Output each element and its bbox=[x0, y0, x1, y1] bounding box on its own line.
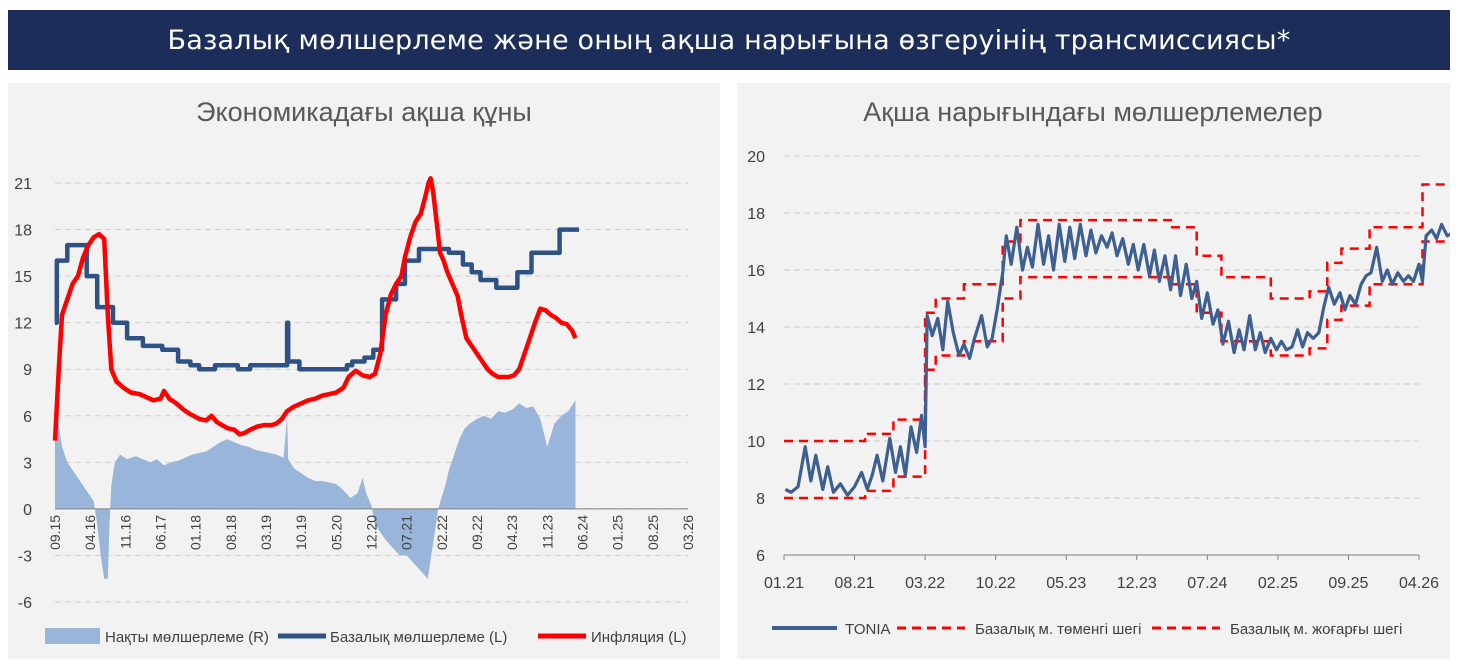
series-policy-rate-line bbox=[54, 227, 579, 372]
y-tick-label: 12 bbox=[747, 377, 765, 394]
y-tick-label: 18 bbox=[14, 223, 32, 240]
y-tick-label: 21 bbox=[14, 176, 32, 193]
y-tick-label: 10 bbox=[747, 434, 765, 451]
y-tick-label: 0 bbox=[23, 502, 32, 519]
y-tick-label: 8 bbox=[756, 491, 765, 508]
y-tick-label: 20 bbox=[747, 149, 765, 166]
page-banner: Базалық мөлшерлеме және оның ақша нарығы… bbox=[8, 10, 1450, 70]
right-chart-panel: Ақша нарығындағы мөлшерлемелер 6 8 10 12 14 1… bbox=[737, 83, 1458, 659]
x-tick-label: 01.18 bbox=[188, 515, 204, 550]
x-tick-label: 07.24 bbox=[1187, 575, 1227, 592]
x-tick-label: 08.18 bbox=[223, 515, 239, 550]
x-tick-label: 07.21 bbox=[399, 515, 415, 550]
y-tick-label: 14 bbox=[747, 320, 765, 337]
x-tick-label: 01.21 bbox=[764, 575, 804, 592]
x-tick-label: 10.22 bbox=[976, 575, 1016, 592]
y-tick-label: 6 bbox=[756, 548, 765, 565]
y-tick-label: 18 bbox=[747, 206, 765, 223]
y-tick-label: 16 bbox=[747, 263, 765, 280]
legend-label-tonia: TONIA bbox=[845, 621, 891, 638]
x-tick-label: 02.25 bbox=[1258, 575, 1298, 592]
legend-swatch-real-rate bbox=[45, 628, 100, 644]
series-tonia-line bbox=[784, 222, 1458, 497]
x-tick-label: 09.25 bbox=[1328, 575, 1368, 592]
left-chart-svg: Экономикадағы ақша құны -6 -3 0 3 6 9 12 15 18 21… bbox=[14, 97, 696, 646]
y-tick-label: 6 bbox=[23, 409, 32, 426]
y-tick-label: 3 bbox=[23, 455, 32, 472]
legend-label-inflation: Инфляция (L) bbox=[591, 629, 687, 646]
legend-label-real-rate: Нақты мөлшерлеме (R) bbox=[105, 629, 269, 646]
series-inflation-line bbox=[52, 176, 578, 441]
x-tick-label: 06.17 bbox=[153, 515, 169, 550]
x-tick-label: 02.22 bbox=[434, 515, 450, 550]
right-chart-title: Ақша нарығындағы мөлшерлемелер bbox=[863, 97, 1322, 127]
x-tick-label: 04.16 bbox=[82, 515, 98, 550]
x-tick-label: 08.21 bbox=[835, 575, 875, 592]
series-real-rate-area bbox=[55, 392, 576, 579]
series-lower-bound-line bbox=[784, 240, 1458, 500]
y-tick-label: -6 bbox=[18, 595, 32, 612]
x-tick-label: 04.26 bbox=[1399, 575, 1439, 592]
page-title: Базалық мөлшерлеме және оның ақша нарығы… bbox=[167, 24, 1291, 56]
y-tick-label: 9 bbox=[23, 362, 32, 379]
y-tick-label: 15 bbox=[14, 269, 32, 286]
x-tick-label: 10.19 bbox=[293, 515, 309, 550]
x-tick-label: 06.24 bbox=[575, 515, 591, 550]
x-tick-label: 09.15 bbox=[47, 515, 63, 550]
x-tick-label: 01.25 bbox=[610, 515, 626, 550]
left-chart-title: Экономикадағы ақша құны bbox=[196, 97, 532, 127]
x-tick-label: 11.16 bbox=[117, 515, 133, 549]
legend-label-upper-bound: Базалық м. жоғарғы шегі bbox=[1230, 621, 1402, 638]
x-tick-label: 09.22 bbox=[469, 515, 485, 550]
x-tick-label: 04.23 bbox=[504, 515, 520, 550]
series-upper-bound-line bbox=[784, 183, 1458, 443]
x-tick-label: 03.19 bbox=[258, 515, 274, 550]
legend-label-policy-rate: Базалық мөлшерлеме (L) bbox=[330, 629, 507, 646]
x-tick-label: 05.23 bbox=[1046, 575, 1086, 592]
y-tick-label: 12 bbox=[14, 316, 32, 333]
x-tick-label: 03.22 bbox=[905, 575, 945, 592]
x-tick-label: 12.23 bbox=[1117, 575, 1157, 592]
x-tick-label: 03.26 bbox=[680, 515, 696, 550]
y-tick-label: -3 bbox=[18, 548, 32, 565]
x-tick-label: 11.23 bbox=[539, 515, 555, 549]
x-tick-label: 05.20 bbox=[328, 515, 344, 550]
left-chart-panel: Экономикадағы ақша құны -6 -3 0 3 6 9 12 15 18 21… bbox=[8, 83, 720, 659]
x-tick-label: 12.20 bbox=[364, 515, 380, 550]
x-tick-label: 08.25 bbox=[645, 515, 661, 550]
right-chart-svg: Ақша нарығындағы мөлшерлемелер 6 8 10 12 14 1… bbox=[747, 97, 1458, 638]
legend-label-lower-bound: Базалық м. төменгі шегі bbox=[975, 621, 1141, 638]
